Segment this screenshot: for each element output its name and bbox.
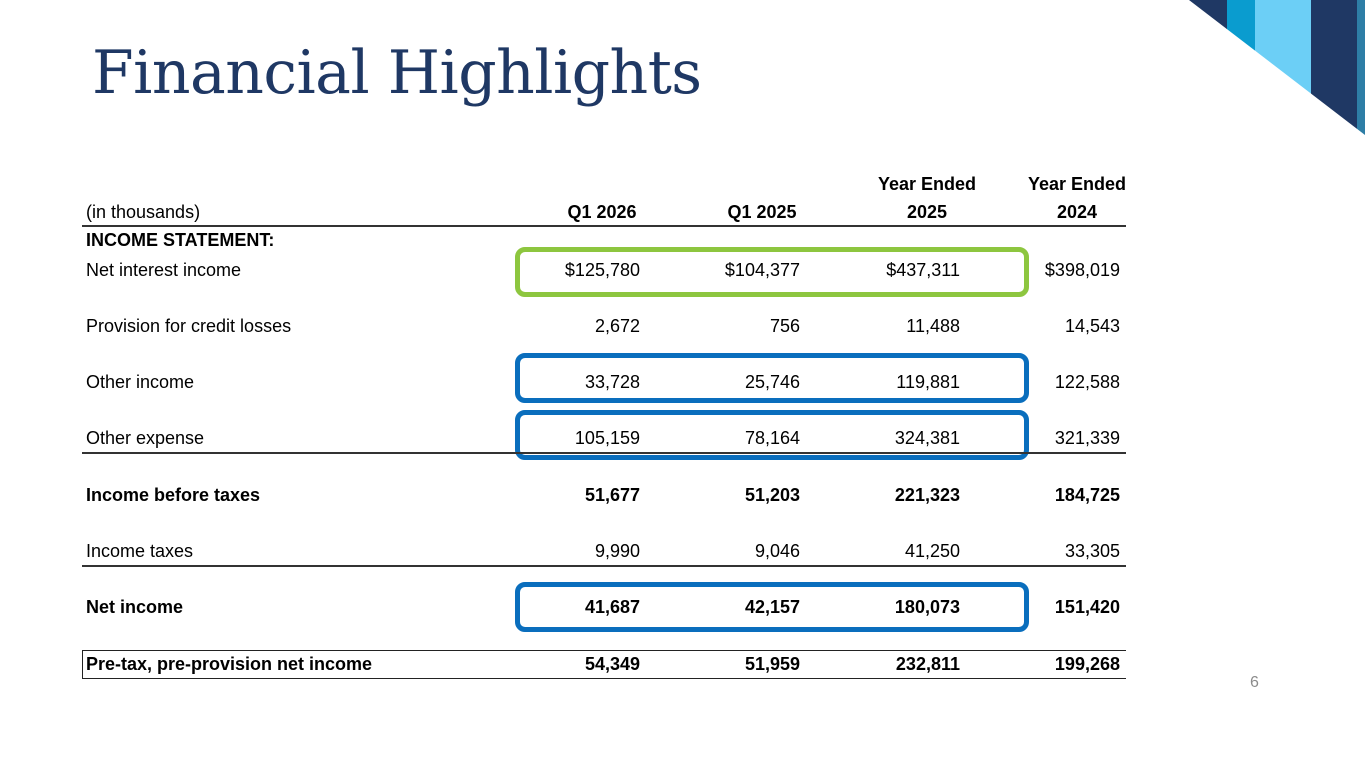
- row-label: Income before taxes: [86, 485, 261, 505]
- cell: $104,377: [724, 260, 800, 280]
- page-title: Financial Highlights: [92, 38, 702, 108]
- cell: 756: [769, 316, 800, 336]
- table-row: Income taxes 9,990 9,046 41,250 33,305: [82, 541, 1126, 563]
- table-row: Other income 33,728 25,746 119,881 122,5…: [82, 372, 1126, 394]
- cell: 14,543: [1064, 316, 1120, 336]
- cell: 25,746: [744, 372, 800, 392]
- cell: 41,687: [584, 597, 640, 617]
- column-header-ye-2025: 2025: [906, 202, 948, 222]
- cell: 51,677: [584, 485, 640, 505]
- row-divider: [82, 565, 1126, 567]
- cell: 41,250: [904, 541, 960, 561]
- column-header-ye-2024: 2024: [1056, 202, 1098, 222]
- section-label: INCOME STATEMENT:: [86, 230, 275, 250]
- column-header-line1: Year Ended: [1027, 174, 1127, 194]
- column-header-q1-2025: Q1 2025: [727, 202, 797, 222]
- cell: 9,990: [594, 541, 640, 561]
- highlight-box-other-expense: [515, 410, 1029, 460]
- units-label: (in thousands): [86, 202, 201, 222]
- cell: 151,420: [1054, 597, 1120, 617]
- cell: 51,203: [744, 485, 800, 505]
- table-row: Pre-tax, pre-provision net income 54,349…: [82, 654, 1126, 676]
- section-header: INCOME STATEMENT:: [82, 230, 1126, 252]
- row-label: Provision for credit losses: [86, 316, 292, 336]
- header-divider: [82, 225, 1126, 227]
- cell: $437,311: [886, 260, 960, 280]
- cell: 2,672: [594, 316, 640, 336]
- table-row: Net income 41,687 42,157 180,073 151,420: [82, 597, 1126, 619]
- highlight-box-other-income: [515, 353, 1029, 403]
- column-header-line1: Year Ended: [877, 174, 977, 194]
- cell: 324,381: [894, 428, 960, 448]
- header-row-2: (in thousands) Q1 2026 Q1 2025 2025 2024: [82, 202, 1126, 224]
- cell: 11,488: [906, 316, 960, 336]
- cell: $125,780: [564, 260, 640, 280]
- cell: 221,323: [894, 485, 960, 505]
- cell: 321,339: [1054, 428, 1120, 448]
- table-row: Income before taxes 51,677 51,203 221,32…: [82, 485, 1126, 507]
- row-label: Other income: [86, 372, 195, 392]
- cell: 199,268: [1054, 654, 1120, 674]
- cell: 33,728: [584, 372, 640, 392]
- cell: 9,046: [754, 541, 800, 561]
- column-header-q1-2026: Q1 2026: [567, 202, 637, 222]
- cell: 78,164: [744, 428, 800, 448]
- row-label: Pre-tax, pre-provision net income: [86, 654, 373, 674]
- corner-stripes-decoration: [1189, 0, 1365, 135]
- cell: 42,157: [744, 597, 800, 617]
- header-row-1: Year Ended Year Ended: [82, 174, 1126, 196]
- row-label: Other expense: [86, 428, 205, 448]
- row-divider: [82, 452, 1126, 454]
- row-label: Net interest income: [86, 260, 242, 280]
- cell: 184,725: [1054, 485, 1120, 505]
- highlight-box-net-interest-income: [515, 247, 1029, 297]
- table-row: Net interest income $125,780 $104,377 $4…: [82, 260, 1126, 282]
- highlight-box-net-income: [515, 582, 1029, 632]
- table-row: Provision for credit losses 2,672 756 11…: [82, 316, 1126, 338]
- cell: 122,588: [1054, 372, 1120, 392]
- cell: 180,073: [894, 597, 960, 617]
- cell: 33,305: [1064, 541, 1120, 561]
- cell: 105,159: [574, 428, 640, 448]
- cell: 54,349: [584, 654, 640, 674]
- cell: 51,959: [744, 654, 800, 674]
- row-label: Net income: [86, 597, 184, 617]
- page-number: 6: [1250, 674, 1259, 691]
- cell: 232,811: [895, 654, 960, 674]
- cell: $398,019: [1044, 260, 1120, 280]
- cell: 119,881: [896, 372, 960, 392]
- table-row: Other expense 105,159 78,164 324,381 321…: [82, 428, 1126, 450]
- pre-tax-pre-provision-border: [82, 650, 1126, 679]
- row-label: Income taxes: [86, 541, 194, 561]
